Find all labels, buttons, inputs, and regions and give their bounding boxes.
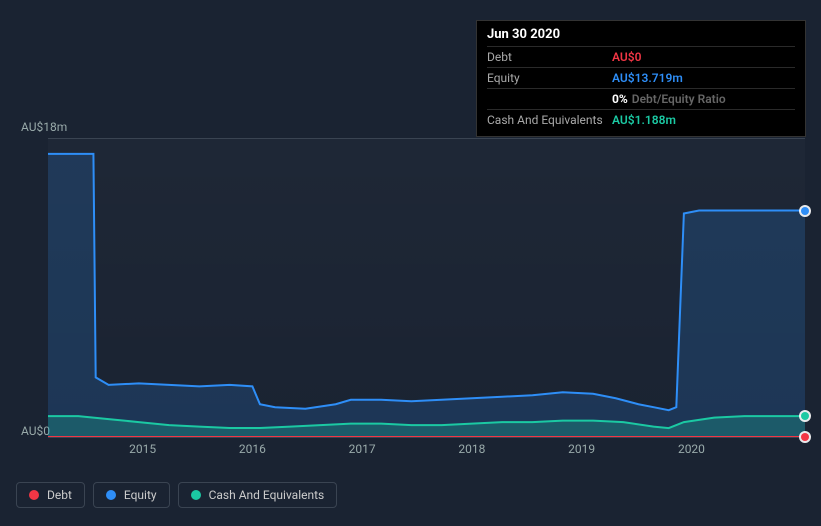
chart-legend: Debt Equity Cash And Equivalents	[16, 482, 337, 508]
x-axis-label: 2018	[458, 442, 485, 456]
legend-item-cash-and-equivalents[interactable]: Cash And Equivalents	[178, 482, 338, 508]
x-axis-label: 2016	[239, 442, 266, 456]
y-axis-max-label: AU$18m	[21, 120, 67, 134]
tooltip-row-value: AU$13.719m	[612, 71, 683, 85]
legend-label: Cash And Equivalents	[209, 488, 325, 502]
tooltip-row: EquityAU$13.719m	[487, 67, 795, 88]
series-area-equity	[48, 154, 805, 437]
series-end-marker-equity	[801, 207, 809, 215]
x-axis-label: 2015	[129, 442, 156, 456]
legend-dot-icon	[191, 490, 201, 500]
tooltip-row-label: Debt	[487, 50, 612, 64]
chart-area: AU$18m AU$0 2015 2016 2017 2018 2019 2020	[16, 120, 805, 466]
x-axis-label: 2019	[568, 442, 595, 456]
series-end-marker-debt	[801, 433, 809, 441]
legend-item-debt[interactable]: Debt	[16, 482, 85, 508]
legend-label: Debt	[47, 488, 72, 502]
legend-dot-icon	[106, 490, 116, 500]
x-axis-labels: 2015 2016 2017 2018 2019 2020	[48, 442, 805, 458]
legend-label: Equity	[124, 488, 157, 502]
chart-plot[interactable]	[48, 138, 805, 438]
tooltip-row-value: AU$0	[612, 50, 642, 64]
series-end-marker-cash-and-equivalents	[801, 412, 809, 420]
x-axis-label: 2020	[678, 442, 705, 456]
tooltip-row-label	[487, 92, 612, 106]
tooltip-row-label: Equity	[487, 71, 612, 85]
tooltip-row: DebtAU$0	[487, 46, 795, 67]
tooltip-date: Jun 30 2020	[487, 27, 795, 46]
legend-dot-icon	[29, 490, 39, 500]
tooltip-row: 0%Debt/Equity Ratio	[487, 88, 795, 109]
legend-item-equity[interactable]: Equity	[93, 482, 170, 508]
y-axis-min-label: AU$0	[21, 424, 50, 438]
tooltip-row-value: 0%Debt/Equity Ratio	[612, 92, 726, 106]
x-axis-label: 2017	[349, 442, 376, 456]
